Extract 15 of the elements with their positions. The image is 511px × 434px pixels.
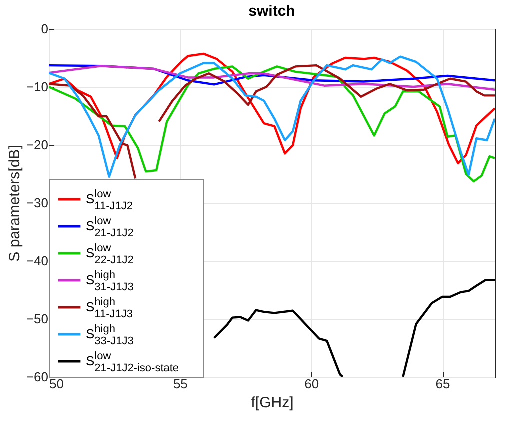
x-tick-label: 65	[436, 376, 450, 392]
chart-title: switch	[248, 3, 296, 20]
y-tick-label: −50	[26, 312, 48, 326]
y-axis-title: S parameters[dB]	[6, 145, 24, 262]
x-tick-label: 55	[173, 376, 188, 392]
x-tick-label: 50	[50, 376, 64, 392]
x-tick-label: 60	[304, 376, 320, 392]
y-tick-label: −20	[26, 138, 48, 152]
y-tick-label: 0	[41, 22, 48, 36]
x-axis-title: f[GHz]	[251, 394, 294, 412]
line-series	[49, 65, 495, 91]
y-tick-label: −60	[26, 370, 48, 384]
y-tick-label: −40	[26, 254, 48, 268]
y-tick-label: −30	[26, 196, 48, 210]
y-tick-label: −10	[26, 80, 48, 94]
